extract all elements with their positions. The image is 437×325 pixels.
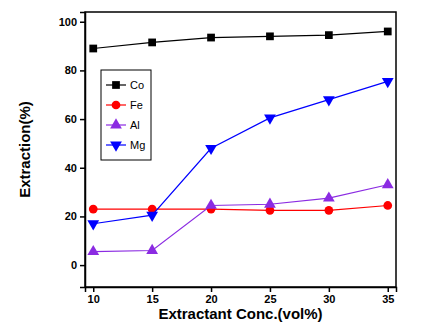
marker: [382, 78, 394, 88]
marker: [266, 32, 274, 40]
tick: 10: [88, 287, 100, 305]
legend-label: Co: [130, 79, 144, 91]
tick-label: 25: [264, 293, 276, 305]
tick-mark: [152, 287, 154, 292]
marker: [325, 31, 333, 39]
marks: [87, 28, 393, 256]
y-axis: 0 20 40 60 80 100: [59, 13, 86, 288]
marker: [264, 114, 276, 124]
marker: [383, 201, 392, 210]
tick: 60: [65, 113, 85, 125]
tick-label: 100: [59, 16, 77, 28]
series-line: [93, 31, 388, 48]
tick: 40: [65, 162, 85, 174]
legend-box: [101, 70, 151, 160]
tick: 80: [65, 64, 85, 76]
marker: [323, 191, 335, 201]
tick-label: 35: [382, 293, 394, 305]
tick-mark: [211, 287, 213, 292]
tick-mark: [80, 168, 85, 170]
tick-mark: [388, 287, 390, 292]
axis-line: [80, 13, 86, 288]
tick: 20: [65, 210, 85, 222]
legend-marker: [112, 101, 121, 110]
marker: [205, 199, 217, 209]
tick-label: 15: [147, 293, 159, 305]
tick-label: 80: [65, 64, 77, 76]
marker: [146, 244, 158, 254]
tick-label: 20: [205, 293, 217, 305]
marker: [87, 220, 99, 230]
tick: 25: [264, 287, 276, 305]
tick-mark: [93, 287, 95, 292]
marker: [89, 205, 98, 214]
y-axis-title: Extraction(%): [16, 101, 33, 198]
legend-marker: [110, 142, 122, 152]
tick-label: 30: [323, 293, 335, 305]
tick-label: 0: [71, 259, 77, 271]
tick-mark: [80, 119, 85, 121]
legend-label: Al: [130, 119, 140, 131]
legend-label: Mg: [130, 139, 145, 151]
marker: [87, 245, 99, 255]
tick-label: 60: [65, 113, 77, 125]
marker: [384, 28, 392, 36]
marker: [148, 39, 156, 47]
marker: [324, 206, 333, 215]
marker: [207, 34, 215, 42]
x-axis-title: Extractant Conc.(vol%): [158, 305, 322, 322]
tick: 15: [147, 287, 159, 305]
tick-label: 10: [88, 293, 100, 305]
tick: 100: [59, 16, 85, 28]
marker: [264, 197, 276, 207]
tick-label: 20: [65, 210, 77, 222]
axis-line: [86, 288, 397, 293]
marker: [146, 212, 158, 222]
tick-mark: [80, 265, 85, 267]
legend: Co Fe Al Mg: [101, 70, 151, 160]
marker: [382, 178, 394, 188]
tick-mark: [270, 287, 272, 292]
tick: 30: [323, 287, 335, 305]
plot-frame: [85, 12, 396, 287]
series-line: [93, 185, 388, 252]
tick-mark: [329, 287, 331, 292]
x-axis: 10 15 20 25 30 35: [86, 287, 397, 305]
tick: 0: [71, 259, 85, 271]
tick-mark: [80, 216, 85, 218]
tick-mark: [80, 21, 85, 23]
series-line: [93, 205, 388, 210]
tick: 35: [382, 287, 394, 305]
chart: 10 15 20 25 30 35 0 20 40 60 80 100 Co Fe Al Mg Extracta…: [0, 0, 437, 325]
legend-marker: [110, 118, 122, 128]
legend-marker: [112, 81, 120, 89]
tick-mark: [80, 70, 85, 72]
plot: 10 15 20 25 30 35 0 20 40 60 80 100 Co Fe Al Mg: [59, 12, 397, 305]
marker: [89, 45, 97, 53]
marker: [205, 145, 217, 155]
tick: 20: [205, 287, 217, 305]
legend-label: Fe: [130, 99, 143, 111]
tick-label: 40: [65, 162, 77, 174]
marker: [323, 96, 335, 106]
